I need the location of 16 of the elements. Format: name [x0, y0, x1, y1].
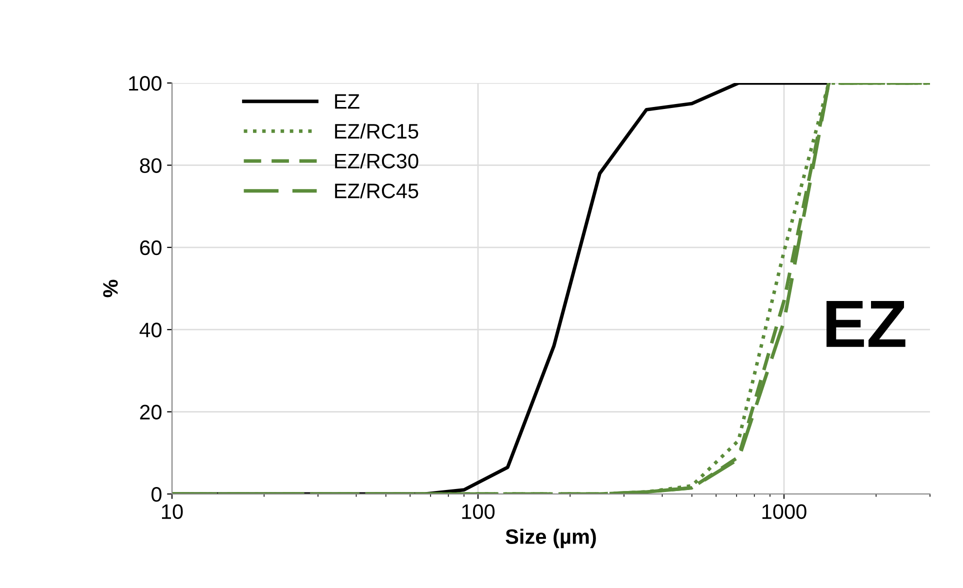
annotation: EZ: [826, 300, 906, 347]
legend-label: EZ/RC45: [335, 183, 418, 198]
y-axis-title: %: [103, 280, 118, 298]
x-tick-label: 100: [462, 504, 495, 520]
x-tick-label: 1000: [762, 504, 806, 520]
y-tick-label: 0: [152, 487, 162, 502]
legend-label: EZ/RC15: [335, 123, 418, 139]
x-axis-title: Size (µm): [506, 528, 596, 548]
y-tick-label: 80: [140, 158, 162, 173]
y-tick-label: 20: [140, 404, 162, 420]
legend-label: EZ: [335, 94, 360, 109]
y-tick-label: 40: [140, 322, 162, 338]
legend-label: EZ/RC30: [335, 153, 418, 169]
x-tick-label: 10: [162, 504, 183, 520]
y-tick-label: 100: [129, 76, 162, 91]
y-tick-label: 60: [140, 240, 162, 256]
